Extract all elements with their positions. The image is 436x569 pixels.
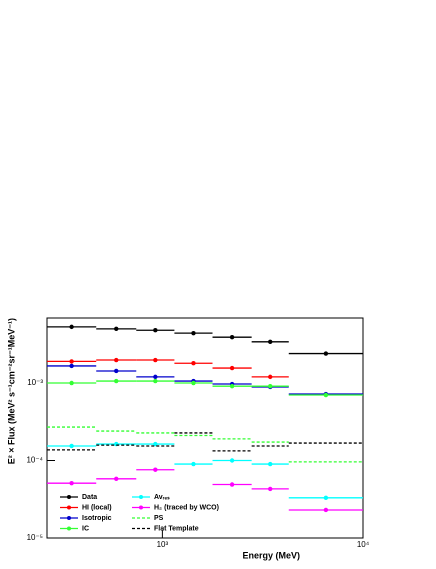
y-tick-label: 10⁻³ <box>27 378 43 387</box>
legend-text: Flat Template <box>154 525 199 532</box>
legend-marker <box>67 516 71 520</box>
legend-text: Data <box>82 494 97 501</box>
legend-text: PS <box>154 515 164 522</box>
x-axis-title: Energy (MeV) <box>242 550 300 560</box>
legend-text: HI (local) <box>82 504 112 511</box>
bin-point <box>153 378 158 384</box>
bin-point <box>69 359 74 364</box>
bin-point <box>323 392 329 398</box>
bin-point <box>153 374 158 380</box>
bin-point <box>229 335 235 340</box>
bin-point <box>69 443 74 449</box>
legend-text: Avᵣₑₛ <box>154 494 170 501</box>
bin-point <box>268 461 273 467</box>
legend-marker <box>67 526 71 531</box>
bin-point <box>268 339 273 345</box>
legend-text: Isotropic <box>82 515 112 522</box>
y-axis-title: E² × Flux (MeV² s⁻¹cm⁻²sr⁻¹MeV⁻¹) <box>6 318 16 464</box>
bin-point <box>114 357 119 363</box>
bin-point <box>191 461 196 467</box>
bin-point <box>229 458 235 463</box>
x-tick-label: 10³ <box>157 540 169 549</box>
bin-point <box>114 378 119 384</box>
bin-point <box>323 351 329 356</box>
bin-point <box>114 476 119 482</box>
bin-point <box>268 486 273 492</box>
legend-marker <box>67 495 71 499</box>
bin-point <box>229 383 235 389</box>
bin-point <box>69 363 74 369</box>
bin-point <box>153 357 158 363</box>
legend-marker <box>139 495 143 499</box>
bin-point <box>153 467 158 472</box>
bin-point <box>114 368 119 374</box>
bin-point <box>69 480 74 486</box>
bin-point <box>114 326 119 332</box>
bin-point <box>191 330 196 336</box>
y-tick-label: 10⁻⁵ <box>27 533 43 542</box>
plot-frame <box>46 317 364 539</box>
legend-text: IC <box>82 525 89 532</box>
bin-point <box>229 365 235 371</box>
bin-point <box>69 380 74 386</box>
x-tick-label: 10⁴ <box>357 540 370 549</box>
bin-point <box>69 324 74 330</box>
bin-point <box>153 328 158 333</box>
bin-point <box>191 361 196 366</box>
legend-marker <box>139 505 143 510</box>
bin-point <box>191 380 196 386</box>
bin-point <box>229 482 235 487</box>
legend-marker <box>67 505 71 510</box>
bin-point <box>323 495 329 501</box>
bin-point <box>323 507 329 513</box>
bin-point <box>153 441 158 447</box>
bin-point <box>268 383 273 389</box>
legend-text: H₂ (traced by WCO) <box>154 504 219 511</box>
y-tick-label: 10⁻⁴ <box>26 456 43 465</box>
bin-point <box>268 374 273 380</box>
